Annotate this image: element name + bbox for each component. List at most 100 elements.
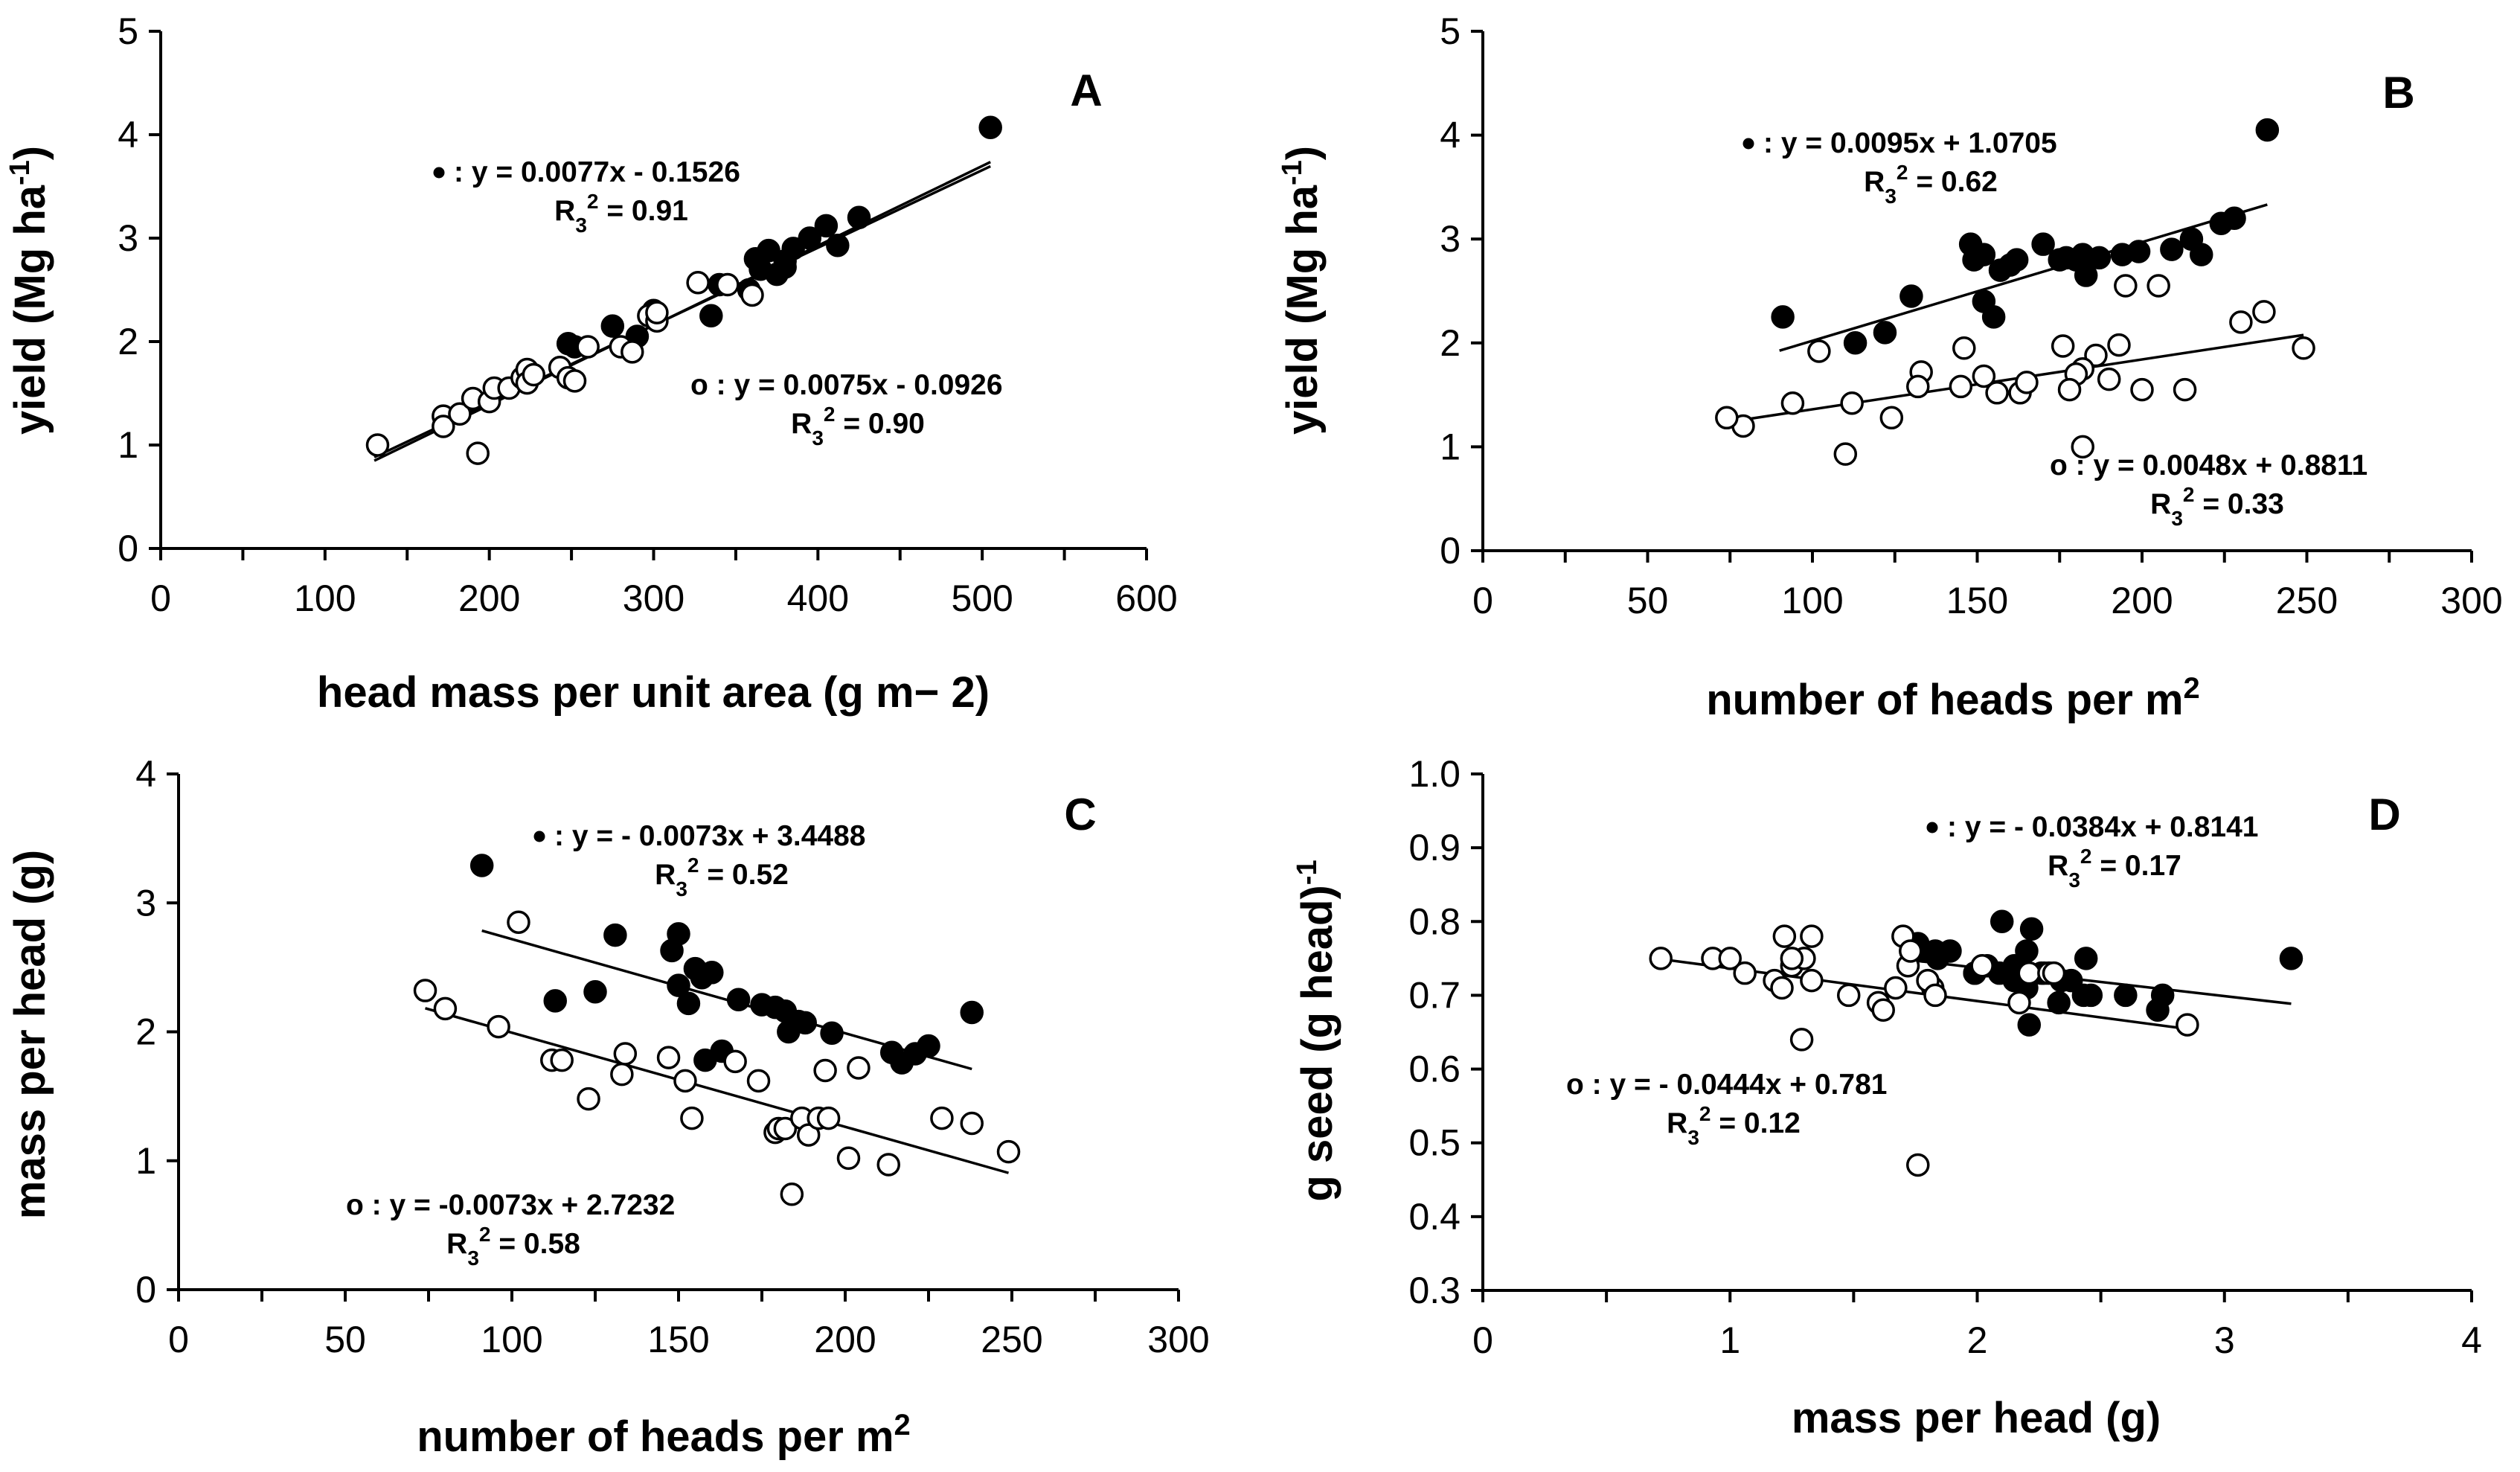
data-point-filled <box>798 226 822 250</box>
data-point-filled <box>543 989 567 1013</box>
r-squared-text: R32 = 0.58 <box>446 1223 580 1270</box>
data-point-filled <box>1962 248 1986 272</box>
x-tick-label: 100 <box>481 1319 542 1360</box>
data-point-filled <box>1771 305 1795 329</box>
data-point-open <box>1952 336 1976 360</box>
data-point-open <box>1780 391 1805 415</box>
y-axis-title: yield (Mg ha-1) <box>4 146 54 435</box>
data-point-open <box>1879 406 1904 430</box>
r-squared-value: = 0.62 <box>1908 166 1997 198</box>
data-point-filled <box>699 304 723 327</box>
data-point-open <box>610 1062 634 1087</box>
data-point-open <box>996 1139 1021 1164</box>
y-tick-label: 0.3 <box>1408 1270 1461 1311</box>
data-point-open <box>550 1048 574 1072</box>
x-tick-label: 0 <box>168 1319 189 1360</box>
regression-equation: : y = 0.0077x - 0.1526 <box>454 156 740 188</box>
trend-line-open <box>1726 333 2304 424</box>
data-point-open <box>2229 310 2253 334</box>
data-point-open <box>746 1069 771 1093</box>
data-point-filled <box>2179 227 2204 251</box>
r-squared-text: R32 = 0.33 <box>2150 483 2284 530</box>
x-tick-label: 100 <box>1781 580 1843 621</box>
data-point-filled <box>2150 983 2175 1008</box>
data-point-open <box>723 1049 747 1074</box>
r-squared-superscript: 2 <box>479 1223 491 1246</box>
x-tick-label: 50 <box>1627 580 1669 621</box>
y-axis-title: yield (Mg ha-1) <box>1277 146 1327 435</box>
data-point-filled <box>2209 211 2234 236</box>
data-point-open <box>466 441 490 465</box>
r-squared-superscript: 2 <box>2080 845 2092 868</box>
regression-equation: o : y = 0.0048x + 0.8811 <box>2050 449 2367 481</box>
x-tick-label: 600 <box>1115 577 1177 619</box>
x-tick-label: 250 <box>2276 580 2338 621</box>
y-tick-label: 0.6 <box>1408 1049 1461 1090</box>
y-axis-title: g seed (g head)-1 <box>1292 860 1341 1201</box>
panel-letter: C <box>1064 790 1096 839</box>
r-squared-symbol: R <box>2150 488 2171 520</box>
y-axis-title-sup: -1 <box>1292 860 1323 885</box>
y-tick-label: 2 <box>118 321 138 362</box>
y-tick-label: 1 <box>135 1140 156 1182</box>
data-point-open <box>740 283 764 307</box>
y-tick-label: 3 <box>118 217 138 259</box>
data-point-filled <box>765 262 789 287</box>
data-point-filled <box>1843 331 1867 355</box>
y-tick-label: 0.9 <box>1408 827 1461 868</box>
data-point-open <box>1718 947 1742 970</box>
x-tick-label: 150 <box>1946 580 2008 621</box>
r-squared-text: R32 = 0.62 <box>1864 161 1998 208</box>
data-point-open <box>847 1056 871 1080</box>
data-point-filled <box>676 991 701 1016</box>
data-point-filled <box>1972 289 1996 313</box>
data-point-filled <box>2031 232 2055 256</box>
data-point-open <box>1789 1028 1814 1052</box>
r-squared-symbol: R <box>1864 166 1885 198</box>
x-tick-label: 150 <box>647 1319 709 1360</box>
data-point-open <box>562 369 587 393</box>
data-point-filled <box>2079 983 2103 1008</box>
x-axis-title: head mass per unit area (g m− 2) <box>317 668 990 717</box>
data-point-filled <box>667 973 690 997</box>
y-axis-title-text: yield (Mg ha <box>1278 185 1327 435</box>
data-point-open <box>448 402 472 426</box>
y-axis-title: mass per head (g) <box>6 850 54 1219</box>
data-point-open <box>1807 339 1831 363</box>
data-point-open <box>1649 947 1673 970</box>
r-squared-symbol: R <box>446 1228 467 1260</box>
data-point-open <box>1770 976 1794 1000</box>
r-squared-value: = 0.91 <box>598 195 687 227</box>
r-squared-superscript: 2 <box>1699 1102 1711 1125</box>
data-point-open <box>2097 367 2121 391</box>
y-tick-label: 0.7 <box>1408 974 1461 1016</box>
data-point-open <box>836 1146 861 1171</box>
data-point-open <box>1985 381 2009 405</box>
data-point-open <box>960 1111 984 1136</box>
x-tick-label: 200 <box>2111 580 2173 621</box>
regression-equation: o : y = - 0.0444x + 0.781 <box>1566 1069 1887 1101</box>
r-squared-subscript: 3 <box>2171 507 2183 530</box>
y-tick-label: 4 <box>118 114 138 156</box>
data-point-open <box>796 1123 821 1147</box>
r-squared-subscript: 3 <box>575 214 587 237</box>
x-tick-label: 50 <box>324 1319 366 1360</box>
regression-equation: o : y = 0.0075x - 0.0926 <box>690 369 1003 401</box>
y-tick-label: 0 <box>118 528 138 569</box>
data-point-open <box>1972 364 1996 388</box>
x-tick-label: 2 <box>1967 1319 1988 1361</box>
x-tick-label: 0 <box>1472 580 1493 621</box>
data-point-open <box>487 1014 510 1039</box>
y-axis-title-sup: -1 <box>1277 160 1308 185</box>
data-point-open <box>1780 947 1804 970</box>
x-tick-label: 400 <box>787 577 849 619</box>
data-point-open <box>1833 442 1858 466</box>
data-point-open <box>1800 924 1824 948</box>
data-point-open <box>507 910 530 934</box>
data-point-open <box>645 301 669 324</box>
x-tick-label: 0 <box>1472 1319 1493 1361</box>
data-point-filled <box>2074 263 2098 287</box>
data-point-open <box>2176 1013 2199 1037</box>
x-tick-label: 300 <box>623 577 684 619</box>
